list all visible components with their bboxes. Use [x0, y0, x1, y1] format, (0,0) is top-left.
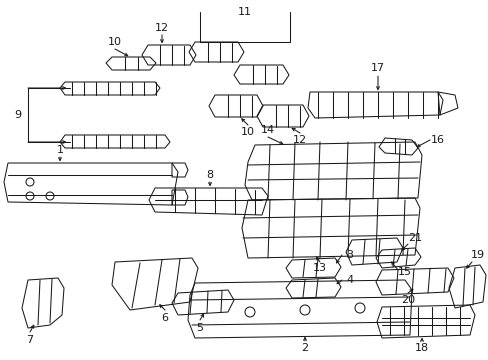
- Text: 2: 2: [301, 343, 308, 353]
- Text: 12: 12: [292, 135, 306, 145]
- Text: 7: 7: [26, 335, 34, 345]
- Text: 12: 12: [155, 23, 169, 33]
- Text: 10: 10: [241, 127, 254, 137]
- Text: 15: 15: [397, 267, 411, 277]
- Text: 13: 13: [312, 263, 326, 273]
- Text: 16: 16: [430, 135, 444, 145]
- Text: 10: 10: [108, 37, 122, 47]
- Text: 4: 4: [346, 275, 353, 285]
- Text: 5: 5: [196, 323, 203, 333]
- Text: 8: 8: [206, 170, 213, 180]
- Text: 19: 19: [470, 250, 484, 260]
- Text: 1: 1: [57, 145, 63, 155]
- Text: 17: 17: [370, 63, 384, 73]
- Text: 11: 11: [238, 7, 251, 17]
- Text: 21: 21: [407, 233, 421, 243]
- Text: 20: 20: [400, 295, 414, 305]
- Text: 18: 18: [414, 343, 428, 353]
- Text: 9: 9: [15, 110, 21, 120]
- Text: 14: 14: [261, 125, 274, 135]
- Text: 6: 6: [161, 313, 168, 323]
- Text: 3: 3: [346, 250, 353, 260]
